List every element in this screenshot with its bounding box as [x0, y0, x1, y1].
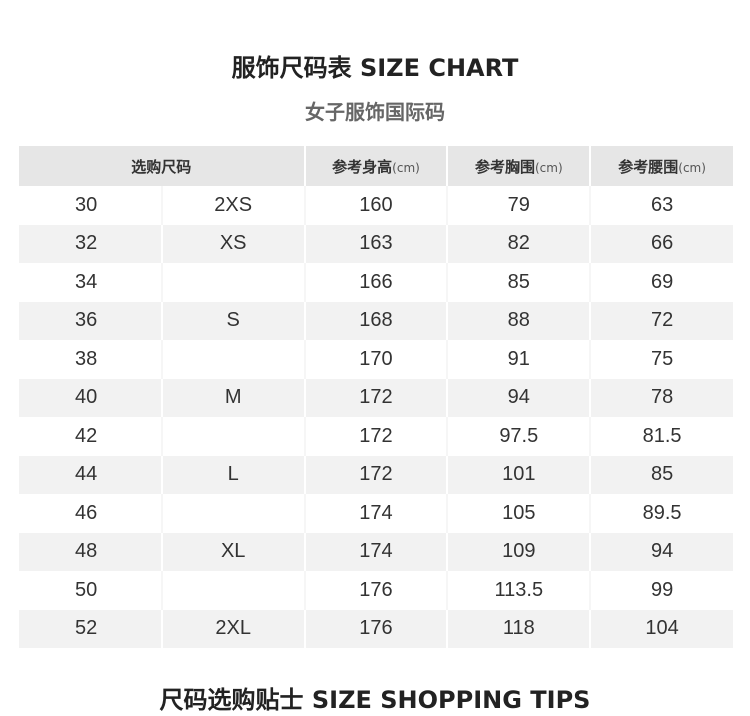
cell-bust: 101 [447, 455, 592, 494]
table-row: 50 176 113.5 99 [19, 571, 733, 610]
table-row: 44 L 172 101 85 [19, 455, 733, 494]
table-row: 38 170 91 75 [19, 340, 733, 379]
cell-size-number: 30 [19, 186, 163, 225]
cell-waist: 81.5 [642, 424, 682, 447]
cell-bust: 105 [447, 494, 592, 533]
cell-size-number: 48 [19, 532, 163, 571]
cell-size-number: 52 [19, 609, 163, 648]
cell-size-number: 36 [19, 301, 163, 340]
cell-size-letter: L [161, 455, 306, 494]
table-row: 36 S 168 88 72 [19, 301, 733, 340]
cell-bust: 94 [447, 378, 592, 417]
cell-waist: 94 [590, 532, 733, 571]
cell-height: 172 [304, 455, 449, 494]
cell-size-number: 40 [19, 378, 163, 417]
cell-size-letter [161, 340, 306, 379]
table-row: 46 174 105 89.5 [19, 494, 733, 533]
page-subtitle: 女子服饰国际码 [305, 100, 445, 124]
header-unit: (cm) [678, 160, 706, 175]
cell-size-letter [161, 417, 306, 456]
cell-size-number: 32 [19, 224, 163, 263]
cell-waist: 99 [650, 578, 674, 601]
table-row: 30 2XS 160 79 63 [19, 186, 733, 225]
header-label: 参考胸围 [474, 157, 535, 176]
table-body: 30 2XS 160 79 63 32 XS 163 82 66 34 166 85 69 36 S 168 88… [19, 186, 733, 648]
table-row: 48 XL 174 109 94 [19, 532, 733, 571]
cell-size-letter [161, 263, 306, 302]
cell-waist: 89.5 [642, 501, 682, 524]
cell-bust: 118 [447, 609, 592, 648]
table-row: 40 M 172 94 78 [19, 378, 733, 417]
header-bust: 参考胸围(cm) [447, 146, 592, 186]
cell-size-letter: S [161, 301, 306, 340]
cell-height: 166 [304, 263, 449, 302]
shopping-tips-title: 尺码选购贴士 SIZE SHOPPING TIPS [159, 686, 591, 714]
cell-waist: 104 [590, 609, 733, 648]
cell-size-letter: XS [161, 224, 306, 263]
cell-size-number: 44 [19, 455, 163, 494]
cell-height: 163 [304, 224, 449, 263]
header-label: 参考身高 [332, 157, 393, 176]
table-row: 34 166 85 69 [19, 263, 733, 302]
cell-height: 176 [304, 571, 449, 610]
cell-size-number: 42 [19, 417, 163, 456]
table-row: 32 XS 163 82 66 [19, 224, 733, 263]
cell-waist: 72 [590, 301, 733, 340]
cell-bust: 113.5 [447, 571, 592, 610]
table-header-row: 选购尺码 参考身高(cm) 参考胸围(cm) 参考腰围(cm) [19, 146, 733, 186]
cell-waist: 69 [650, 270, 674, 293]
table-row: 42 172 97.5 81.5 [19, 417, 733, 456]
cell-size-letter: M [161, 378, 306, 417]
cell-height: 172 [304, 417, 449, 456]
cell-size-number: 34 [19, 263, 163, 302]
cell-height: 174 [304, 494, 449, 533]
cell-waist: 85 [590, 455, 733, 494]
cell-size-number: 38 [19, 340, 163, 379]
table-row: 52 2XL 176 118 104 [19, 609, 733, 648]
cell-size-number: 50 [19, 571, 163, 610]
cell-bust: 82 [447, 224, 592, 263]
cell-height: 170 [304, 340, 449, 379]
cell-bust: 97.5 [447, 417, 592, 456]
cell-size-letter [161, 494, 306, 533]
cell-bust: 88 [447, 301, 592, 340]
header-label: 选购尺码 [131, 157, 192, 176]
header-height: 参考身高(cm) [304, 146, 449, 186]
cell-size-letter: 2XS [161, 186, 306, 225]
cell-bust: 91 [447, 340, 592, 379]
cell-height: 174 [304, 532, 449, 571]
cell-height: 172 [304, 378, 449, 417]
header-label: 参考腰围 [618, 157, 679, 176]
cell-waist: 66 [590, 224, 733, 263]
cell-height: 168 [304, 301, 449, 340]
cell-waist: 75 [650, 347, 674, 370]
cell-waist: 63 [650, 193, 674, 216]
header-unit: (cm) [534, 160, 563, 175]
header-unit: (cm) [392, 160, 420, 175]
cell-bust: 85 [447, 263, 592, 302]
cell-waist: 78 [590, 378, 733, 417]
cell-size-letter [161, 571, 306, 610]
cell-bust: 79 [447, 186, 592, 225]
size-chart-table: 选购尺码 参考身高(cm) 参考胸围(cm) 参考腰围(cm) 30 2XS 160… [19, 146, 733, 648]
cell-bust: 109 [447, 532, 592, 571]
cell-size-number: 46 [19, 494, 163, 533]
header-size: 选购尺码 [19, 146, 306, 186]
cell-size-letter: XL [161, 532, 306, 571]
cell-size-letter: 2XL [161, 609, 306, 648]
page-title: 服饰尺码表 SIZE CHART [231, 54, 519, 82]
cell-height: 176 [304, 609, 449, 648]
cell-height: 160 [304, 186, 449, 225]
header-waist: 参考腰围(cm) [590, 146, 733, 186]
